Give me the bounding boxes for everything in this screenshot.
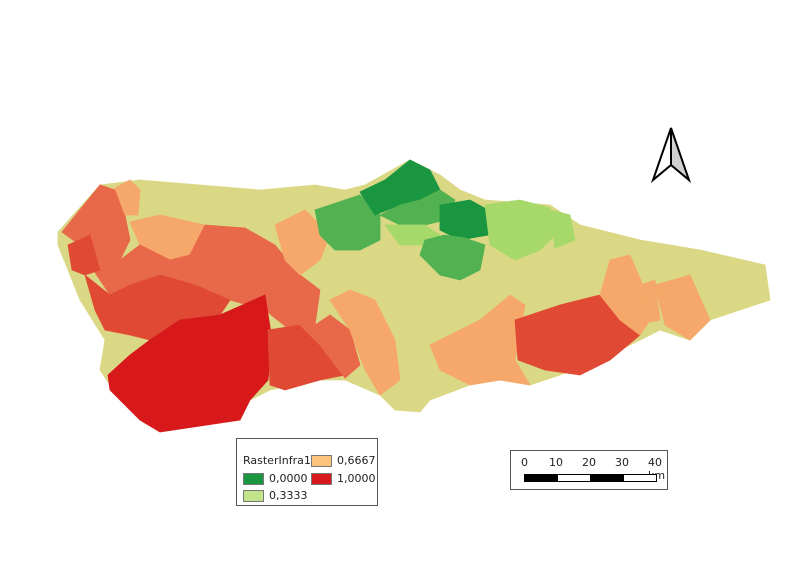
scale-segment bbox=[623, 474, 657, 482]
region-light-orange bbox=[114, 179, 141, 216]
region-red bbox=[67, 234, 101, 276]
region-light-green bbox=[484, 199, 556, 261]
scale-segment bbox=[524, 474, 558, 482]
legend-item: 1,0000 bbox=[311, 472, 376, 485]
map-legend: RasterInfra1 0,0000 0,3333 0,6667 1,0000 bbox=[236, 438, 378, 506]
region-green bbox=[314, 194, 381, 251]
scale-segment bbox=[590, 474, 624, 482]
legend-swatch bbox=[243, 489, 264, 502]
north-arrow-icon bbox=[650, 127, 692, 184]
scale-label: 0 bbox=[521, 456, 528, 469]
legend-label: 0,0000 bbox=[269, 472, 308, 485]
region-light-orange bbox=[429, 294, 531, 386]
region-light-orange bbox=[329, 289, 401, 396]
legend-label: 1,0000 bbox=[337, 472, 376, 485]
legend-swatch bbox=[311, 454, 332, 467]
region-dark-green bbox=[439, 199, 489, 241]
region-light-green bbox=[549, 209, 576, 249]
scale-label: 30 bbox=[615, 456, 629, 469]
legend-item: 0,0000 bbox=[243, 472, 308, 485]
region-light-orange bbox=[274, 209, 331, 276]
scale-label: 10 bbox=[549, 456, 563, 469]
legend-label: 0,6667 bbox=[337, 454, 376, 467]
legend-item: 0,3333 bbox=[243, 489, 308, 502]
legend-item: 0,6667 bbox=[311, 454, 376, 467]
scale-bar: 0 10 20 30 40 km bbox=[510, 450, 668, 490]
region-light-orange bbox=[639, 279, 661, 323]
scale-label: 20 bbox=[582, 456, 596, 469]
legend-swatch bbox=[243, 472, 264, 485]
legend-swatch bbox=[311, 472, 332, 485]
region-red bbox=[514, 294, 641, 376]
region-orange-red bbox=[299, 314, 361, 379]
legend-label: 0,3333 bbox=[269, 489, 308, 502]
scale-segment bbox=[557, 474, 591, 482]
legend-title: RasterInfra1 bbox=[243, 454, 311, 467]
region-light-orange bbox=[654, 274, 711, 341]
region-green bbox=[419, 234, 486, 281]
